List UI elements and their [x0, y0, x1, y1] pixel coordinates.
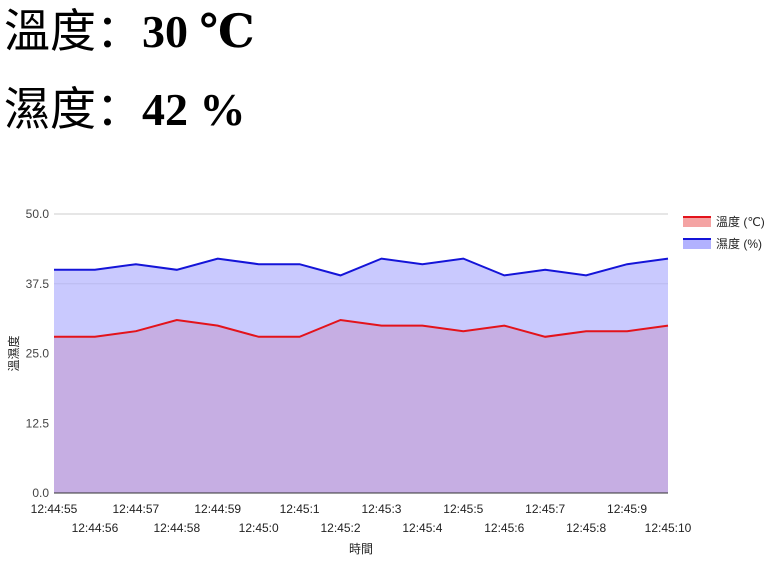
y-tick-label: 37.5: [26, 277, 50, 291]
x-tick-label: 12:45:9: [607, 502, 647, 516]
temperature-label: 溫度：: [4, 4, 142, 58]
x-tick-label: 12:45:6: [484, 521, 524, 535]
y-tick-label: 50.0: [26, 207, 50, 221]
x-tick-label: 12:45:5: [443, 502, 483, 516]
x-axis-label: 時間: [349, 542, 373, 556]
legend: 溫度 (℃) 濕度 (%): [683, 214, 765, 251]
y-axis-label: 溫濕度: [6, 335, 21, 371]
humidity-label: 濕度：: [4, 82, 142, 136]
x-tick-labels: 12:44:55 12:44:56 12:44:57 12:44:58 12:44:59…: [31, 502, 692, 535]
series-areas: [54, 258, 668, 493]
x-tick-label: 12:45:2: [321, 521, 361, 535]
x-tick-label: 12:45:10: [645, 521, 692, 535]
temperature-value: 30 ℃: [142, 6, 255, 57]
y-tick-label: 0.0: [32, 486, 49, 500]
y-tick-label: 25.0: [26, 347, 50, 361]
x-tick-label: 12:44:58: [153, 521, 200, 535]
legend-label-1: 濕度 (%): [716, 236, 762, 251]
x-tick-label: 12:44:57: [113, 502, 160, 516]
humidity-reading: 濕度：42 %: [4, 86, 246, 133]
x-tick-label: 12:44:56: [72, 521, 119, 535]
x-tick-label: 12:44:55: [31, 502, 78, 516]
x-tick-label: 12:45:7: [525, 502, 565, 516]
series-lines: [54, 257, 669, 338]
x-tick-label: 12:44:59: [194, 502, 241, 516]
x-tick-label: 12:45:8: [566, 521, 606, 535]
series-line-0: [54, 318, 669, 338]
x-tick-label: 12:45:3: [361, 502, 401, 516]
x-tick-label: 12:45:4: [402, 521, 442, 535]
temperature-reading: 溫度：30 ℃: [4, 8, 255, 55]
series-area-1: [54, 258, 668, 493]
y-tick-label: 12.5: [26, 416, 50, 430]
legend-swatch-0: [683, 217, 711, 227]
legend-label-0: 溫度 (℃): [716, 214, 765, 229]
legend-swatch-1: [683, 239, 711, 249]
x-tick-label: 12:45:0: [239, 521, 279, 535]
series-line-1: [54, 257, 669, 277]
y-tick-labels: 0.0 12.5 25.0 37.5 50.0: [26, 207, 50, 500]
x-tick-label: 12:45:1: [280, 502, 320, 516]
humidity-value: 42 %: [142, 84, 246, 135]
